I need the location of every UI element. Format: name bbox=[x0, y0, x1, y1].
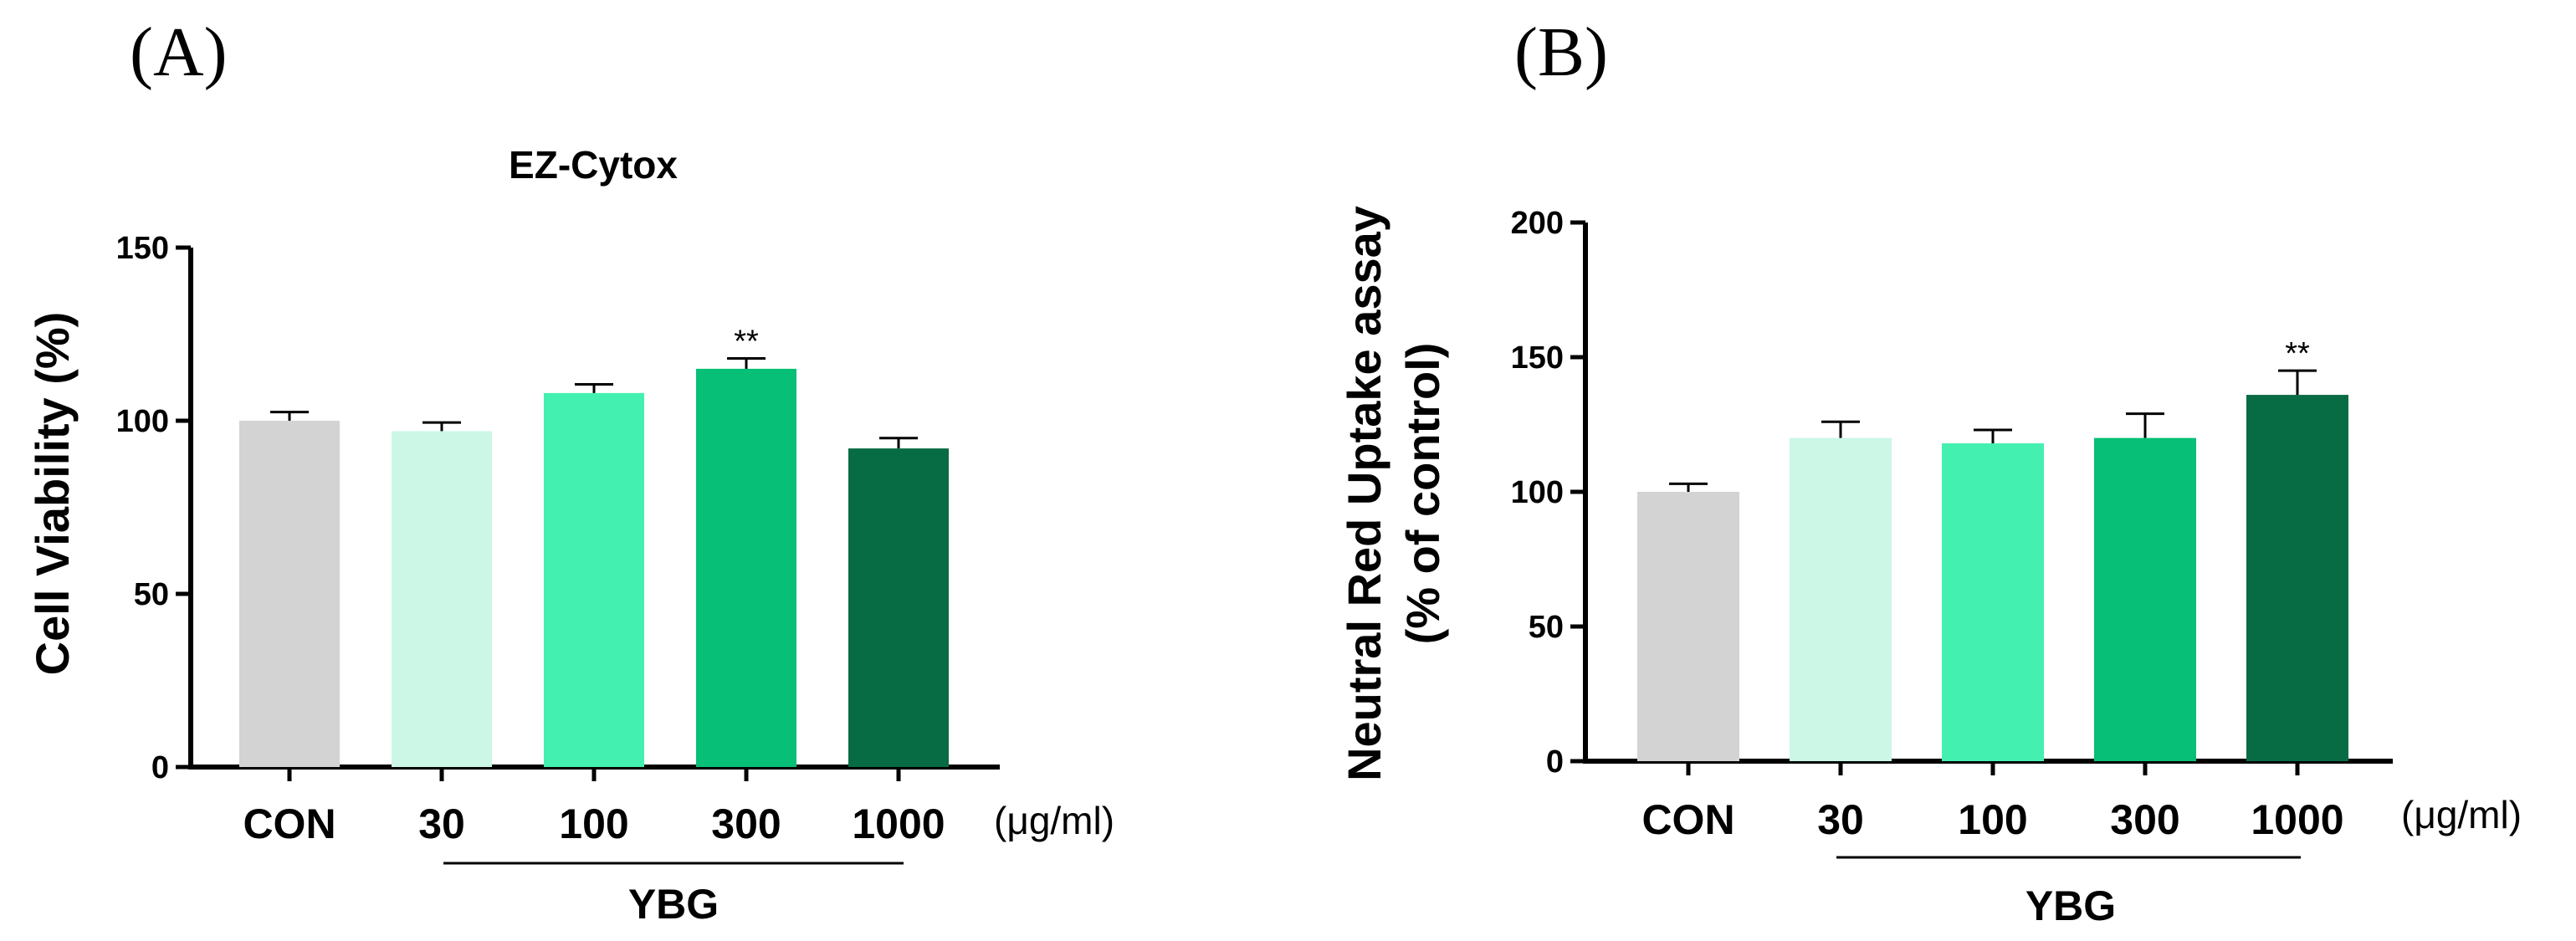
chartA-bar-1000 bbox=[848, 448, 949, 767]
chartB-bar-1000 bbox=[2246, 395, 2348, 761]
chart-a-group-label: YBG bbox=[628, 881, 719, 928]
chart-b-y-axis-title: Neutral Red Uptake assay bbox=[1338, 206, 1390, 781]
chart-b: Neutral Red Uptake assay (% of control) … bbox=[1338, 206, 2522, 929]
chart-b-bars: ** bbox=[1637, 336, 2348, 761]
chartB-y-tick-label: 0 bbox=[1546, 744, 1564, 780]
chartA-category-label: 1000 bbox=[852, 800, 945, 847]
chartB-y-tick-label: 150 bbox=[1511, 340, 1564, 376]
chart-a: EZ-Cytox Cell Viability (%) 0 50 100 150 CON… bbox=[26, 143, 1114, 928]
chartB-bar-CON bbox=[1637, 492, 1739, 761]
chartB-category-label: 30 bbox=[1817, 796, 1864, 843]
chartB-bar-30 bbox=[1790, 437, 1892, 761]
chartA-bar-30 bbox=[392, 431, 492, 767]
chartA-y-tick-label: 0 bbox=[151, 750, 169, 785]
chartB-category-label: 300 bbox=[2110, 796, 2179, 843]
chartA-significance-label: ** bbox=[734, 324, 759, 359]
chartA-y-tick-label: 150 bbox=[116, 231, 169, 266]
chartA-bar-100 bbox=[544, 392, 644, 767]
chartB-category-label: CON bbox=[1641, 796, 1734, 843]
chart-a-title: EZ-Cytox bbox=[509, 143, 678, 187]
chartA-bar-CON bbox=[239, 421, 340, 767]
chart-b-y-axis-title-line2: (% of control) bbox=[1396, 343, 1449, 645]
chartA-category-label: 100 bbox=[559, 800, 628, 847]
chartB-y-tick-label: 50 bbox=[1529, 610, 1564, 645]
chart-b-group-label: YBG bbox=[2025, 882, 2116, 929]
chartB-bar-300 bbox=[2094, 437, 2196, 761]
chartA-category-label: CON bbox=[243, 800, 335, 847]
chartB-category-label: 100 bbox=[1958, 796, 2027, 843]
chart-a-unit-label: (μg/ml) bbox=[994, 799, 1114, 842]
chart-a-y-axis-title: Cell Viability (%) bbox=[26, 312, 79, 676]
chartB-category-label: 1000 bbox=[2251, 796, 2343, 843]
chartA-category-label: 300 bbox=[711, 800, 781, 847]
chartB-significance-label: ** bbox=[2285, 336, 2310, 371]
chartB-y-tick-label: 200 bbox=[1511, 206, 1564, 241]
chart-b-unit-label: (μg/ml) bbox=[2401, 793, 2522, 836]
chartA-y-tick-label: 100 bbox=[116, 404, 169, 439]
chartA-bar-300 bbox=[696, 368, 796, 767]
chartB-bar-100 bbox=[1942, 443, 2044, 761]
panel-a-label: (A) bbox=[130, 13, 228, 91]
chartA-category-label: 30 bbox=[418, 800, 465, 847]
panel-b-label: (B) bbox=[1514, 13, 1608, 91]
chart-a-bars: ** bbox=[239, 324, 949, 767]
chartB-y-tick-label: 100 bbox=[1511, 475, 1564, 510]
chartA-y-tick-label: 50 bbox=[134, 577, 169, 612]
